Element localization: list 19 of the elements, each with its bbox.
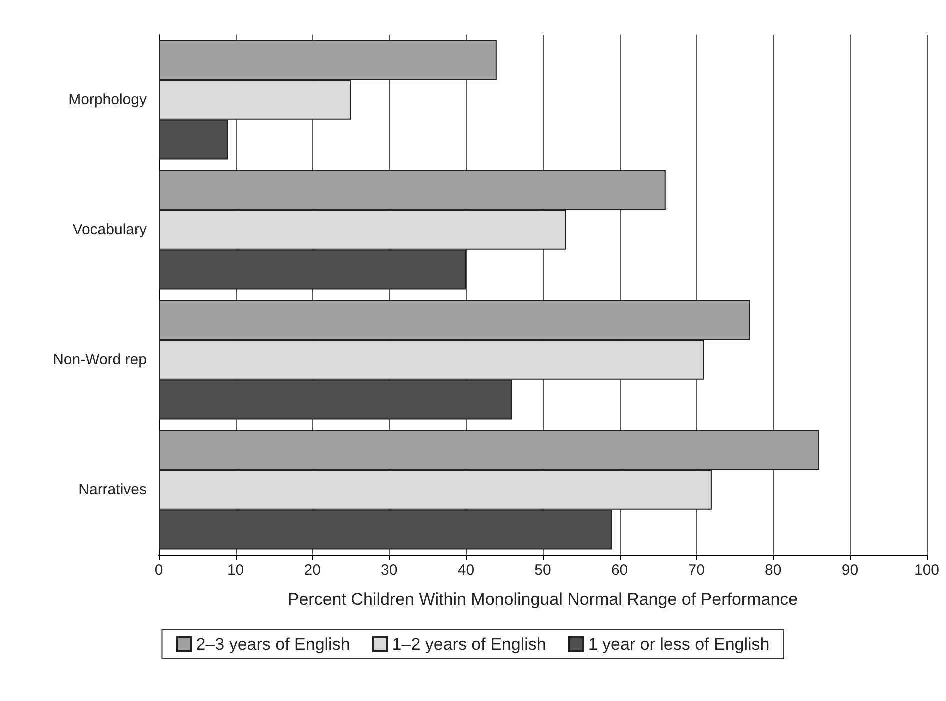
legend-label: 1–2 years of English bbox=[392, 635, 546, 654]
legend-label: 2–3 years of English bbox=[196, 635, 350, 654]
y-tick-label: Narratives bbox=[78, 482, 147, 498]
y-tick-label: Vocabulary bbox=[72, 222, 148, 238]
x-tick-label: 0 bbox=[154, 562, 164, 579]
x-tick-label: 100 bbox=[914, 562, 940, 579]
x-tick-label: 20 bbox=[304, 562, 321, 579]
x-tick-label: 70 bbox=[688, 562, 705, 579]
y-tick-label: Non-Word rep bbox=[53, 352, 147, 368]
x-tick-label: 10 bbox=[227, 562, 244, 579]
x-tick-label: 50 bbox=[534, 562, 552, 579]
x-tick-label: 30 bbox=[381, 562, 398, 579]
x-axis-title: Percent Children Within Monolingual Normal Range of Performance bbox=[288, 590, 798, 609]
x-tick-label: 40 bbox=[458, 562, 475, 579]
legend-label: 1 year or less of English bbox=[588, 635, 770, 654]
x-tick-label: 90 bbox=[842, 562, 859, 579]
y-tick-label: Morphology bbox=[68, 92, 148, 108]
x-tick-label: 60 bbox=[611, 562, 628, 579]
x-tick-label: 80 bbox=[765, 562, 782, 579]
